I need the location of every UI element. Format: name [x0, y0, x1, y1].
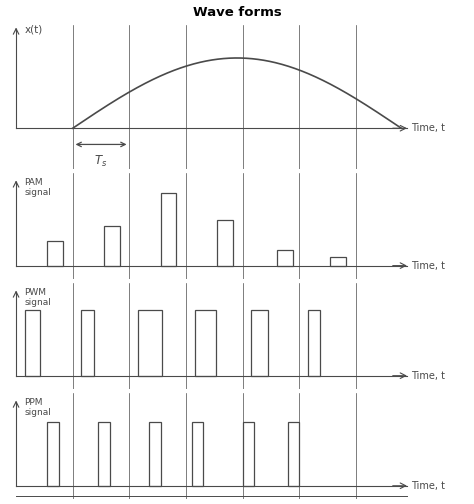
Bar — [288, 422, 299, 486]
Bar — [330, 257, 346, 266]
Bar — [47, 422, 59, 486]
Bar — [25, 309, 40, 375]
Text: Time, t: Time, t — [411, 261, 446, 271]
Bar — [149, 422, 161, 486]
Bar — [138, 309, 162, 375]
Text: $T_s$: $T_s$ — [94, 153, 108, 168]
Text: PWM
signal: PWM signal — [25, 288, 52, 307]
Bar — [251, 309, 268, 375]
Bar — [81, 309, 94, 375]
Text: Time, t: Time, t — [411, 123, 446, 133]
Text: PAM
signal: PAM signal — [25, 177, 52, 197]
Text: Time, t: Time, t — [411, 481, 446, 491]
Bar — [217, 220, 233, 266]
Text: PPM
signal: PPM signal — [25, 398, 52, 417]
Bar — [277, 250, 292, 266]
Bar — [191, 422, 203, 486]
Bar — [194, 309, 216, 375]
Bar — [308, 309, 320, 375]
Title: Wave forms: Wave forms — [192, 6, 282, 19]
Text: x(t): x(t) — [25, 24, 43, 34]
Bar — [161, 194, 176, 266]
Bar — [98, 422, 109, 486]
Bar — [243, 422, 254, 486]
Text: Time, t: Time, t — [411, 370, 446, 381]
Bar — [104, 226, 120, 266]
Bar — [47, 241, 63, 266]
